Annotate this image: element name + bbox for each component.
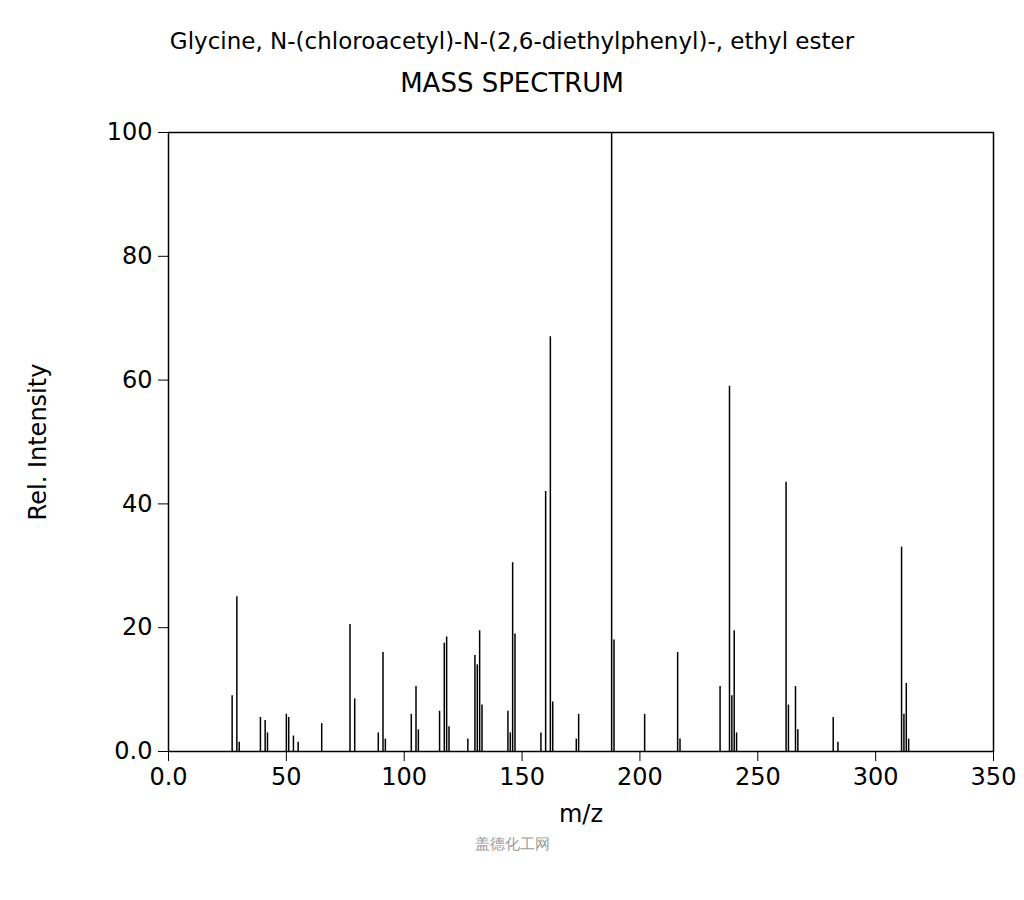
svg-text:0.0: 0.0 <box>149 763 187 791</box>
svg-text:150: 150 <box>499 763 545 791</box>
svg-text:100: 100 <box>107 118 153 146</box>
svg-text:60: 60 <box>122 366 153 394</box>
svg-text:250: 250 <box>735 763 781 791</box>
svg-text:m/z: m/z <box>559 800 603 828</box>
svg-text:50: 50 <box>271 763 302 791</box>
svg-text:Rel. Intensity: Rel. Intensity <box>24 364 52 521</box>
svg-text:0.0: 0.0 <box>114 737 152 765</box>
svg-text:20: 20 <box>122 613 153 641</box>
svg-text:40: 40 <box>122 490 153 518</box>
svg-text:80: 80 <box>122 242 153 270</box>
html-text:MASS SPECTRUM: MASS SPECTRUM <box>400 68 624 98</box>
html-text:Glycine, N-(chloroacetyl)-N-(2: Glycine, N-(chloroacetyl)-N-(2,6-diethyl… <box>169 28 855 54</box>
svg-text:300: 300 <box>853 763 899 791</box>
svg-text:350: 350 <box>971 763 1017 791</box>
svg-text:200: 200 <box>617 763 663 791</box>
html-text:盖德化工网: 盖德化工网 <box>474 835 550 853</box>
svg-text:100: 100 <box>381 763 427 791</box>
